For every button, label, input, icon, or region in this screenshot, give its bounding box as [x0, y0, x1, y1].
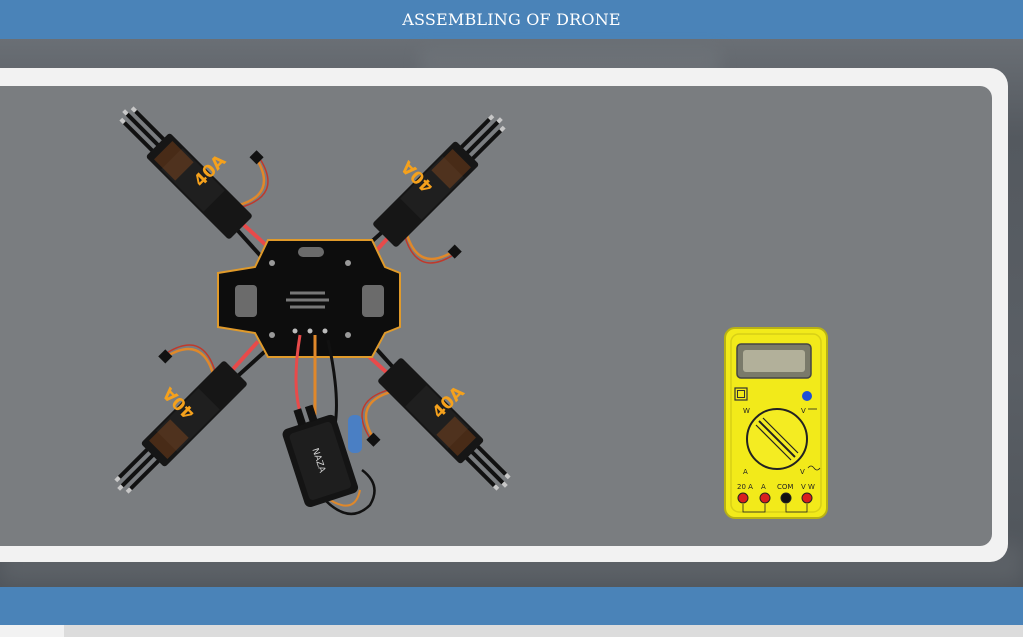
svg-text:20 A: 20 A [737, 483, 753, 491]
port-a[interactable] [759, 492, 771, 504]
svg-text:V: V [800, 468, 805, 476]
svg-text:COM: COM [777, 483, 793, 491]
svg-text:A: A [761, 483, 766, 491]
flight-controller[interactable]: NAZA [276, 399, 359, 509]
port-20a[interactable] [737, 492, 749, 504]
svg-text:V: V [801, 407, 806, 415]
multimeter-display [736, 343, 812, 379]
power-button[interactable] [734, 387, 748, 401]
indicator-light [802, 391, 812, 401]
selector-dial[interactable] [746, 408, 808, 470]
svg-text:V W: V W [801, 483, 815, 491]
svg-text:A: A [743, 468, 748, 476]
frame-plate[interactable] [217, 239, 401, 358]
multimeter[interactable]: W V A V 20 A A COM V W [723, 326, 831, 522]
port-vw[interactable] [801, 492, 813, 504]
bottom-bar [0, 587, 1023, 625]
port-labels: 20 A A COM V W [737, 483, 815, 491]
drone-assembly[interactable]: 40A 40A 40A 40A NAZA [100, 95, 520, 525]
title-bar: ASSEMBLING OF DRONE [0, 0, 1023, 39]
footer-strip [0, 625, 1023, 637]
page-title: ASSEMBLING OF DRONE [402, 10, 621, 29]
port-com[interactable] [780, 492, 792, 504]
blue-connector[interactable] [348, 415, 362, 453]
svg-text:W: W [743, 407, 750, 415]
